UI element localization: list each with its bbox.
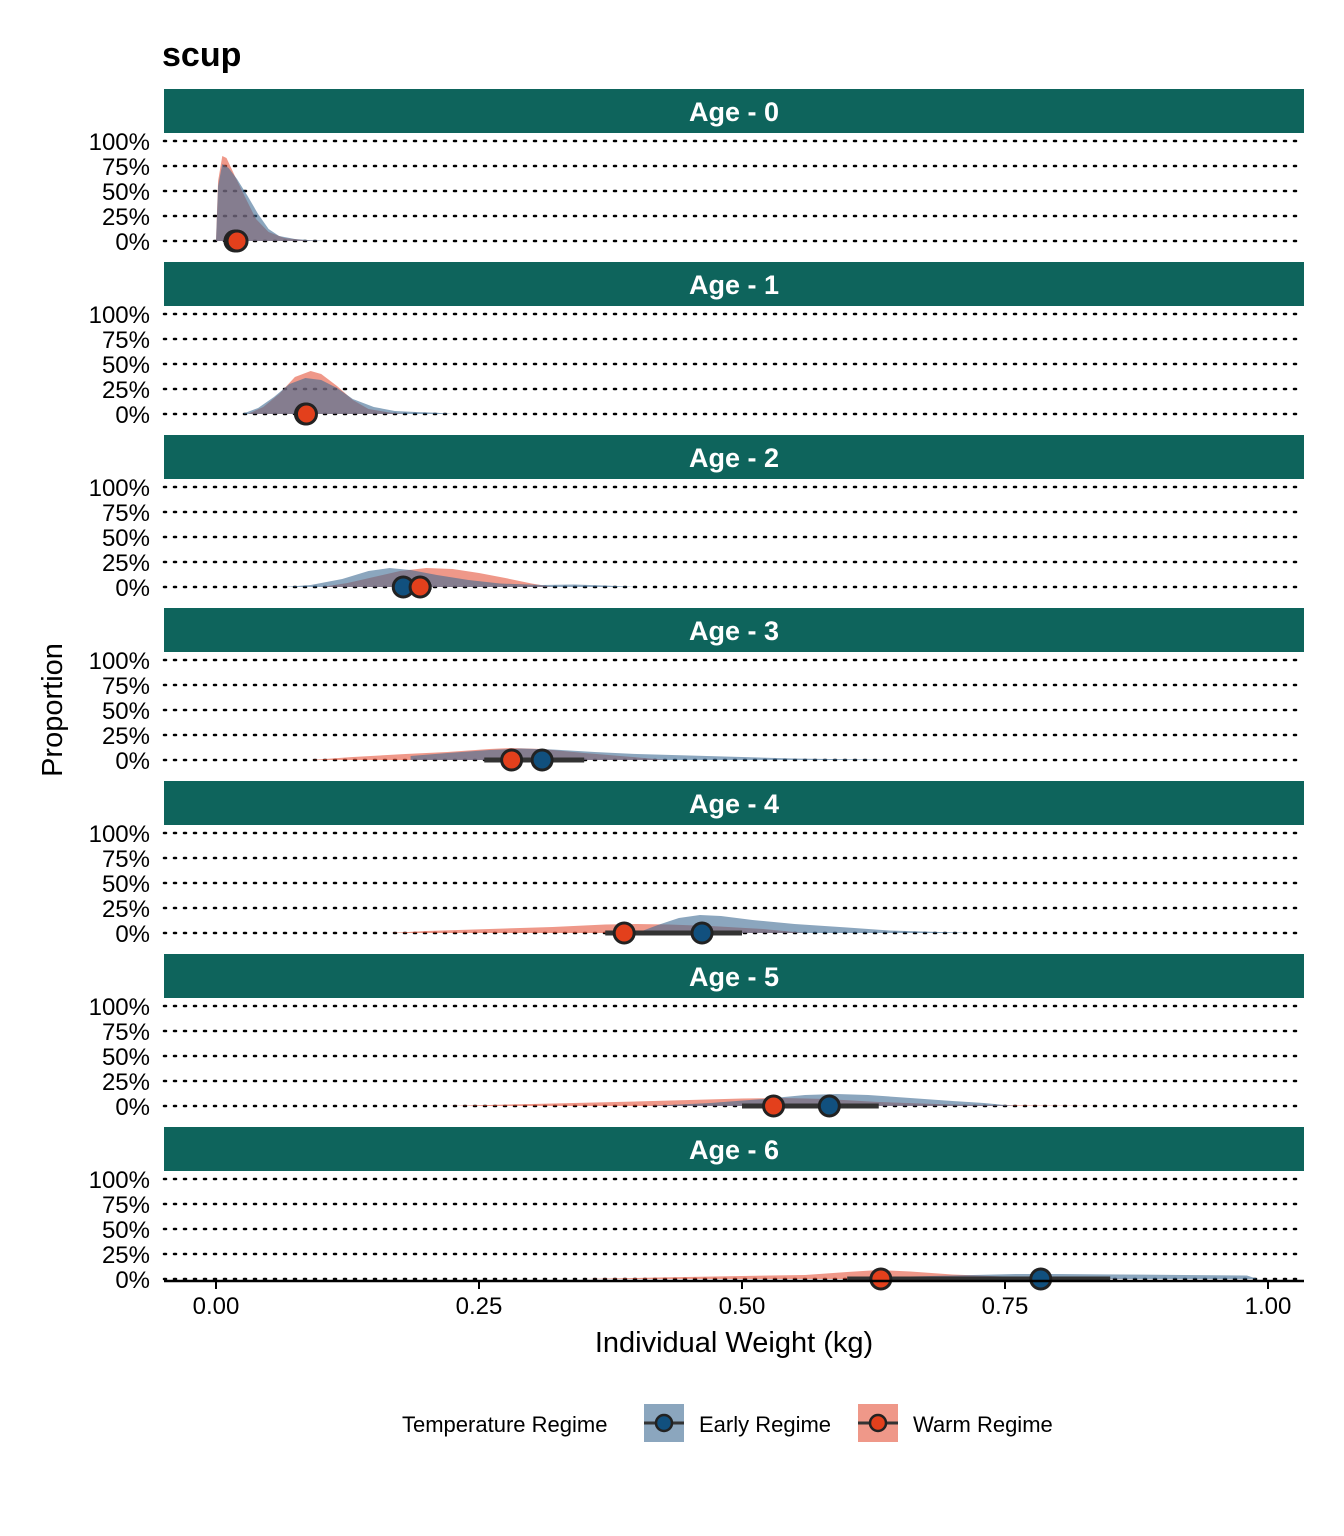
y-tick-label: 50%: [102, 1217, 150, 1244]
legend-key-point: [868, 1413, 888, 1433]
x-tick-label: 1.00: [1245, 1293, 1292, 1320]
y-tick-label: 50%: [102, 1044, 150, 1071]
x-axis-title: Individual Weight (kg): [595, 1327, 873, 1359]
legend-item: Early Regime: [644, 1404, 831, 1442]
y-tick-label: 100%: [89, 648, 150, 675]
facet-strip: [164, 89, 1304, 133]
facet-panel: Age - 4 0%25%50%75%100%: [89, 781, 1306, 948]
facet-panel: Age - 6 0%25%50%75%100%: [89, 1127, 1306, 1294]
x-tick-label: 0.25: [456, 1293, 503, 1320]
y-tick-label: 0%: [115, 1267, 150, 1294]
median-point-warm: [612, 921, 636, 945]
median-point-warm: [225, 229, 249, 253]
facet-strip: [164, 1127, 1304, 1171]
y-tick-label: 100%: [89, 302, 150, 329]
y-tick-label: 0%: [115, 921, 150, 948]
x-tick-label: 0.75: [982, 1293, 1029, 1320]
y-tick-label: 25%: [102, 723, 150, 750]
y-tick-label: 100%: [89, 821, 150, 848]
y-tick-label: 75%: [102, 1192, 150, 1219]
y-axis-title: Proportion: [37, 643, 69, 777]
facet-panels: Age - 00%25%50%75%100%Age - 10%25%50%75%…: [89, 89, 1306, 1294]
y-tick-label: 50%: [102, 871, 150, 898]
y-tick-label: 25%: [102, 204, 150, 231]
legend: Temperature Regime Early Regime Warm Regi…: [402, 1404, 1053, 1442]
facet-strip-label: Age - 2: [689, 443, 779, 473]
y-tick-label: 0%: [115, 402, 150, 429]
y-tick-label: 50%: [102, 179, 150, 206]
x-axis: 0.00 0.25 0.50 0.75 1.00: [164, 1279, 1304, 1320]
y-tick-label: 75%: [102, 846, 150, 873]
density-early: [242, 378, 453, 414]
facet-strip-label: Age - 6: [689, 1135, 779, 1165]
y-tick-label: 50%: [102, 525, 150, 552]
facet-panel: Age - 2 0%25%50%75%100%: [89, 435, 1306, 602]
y-tick-label: 50%: [102, 698, 150, 725]
density-early: [284, 568, 637, 587]
facet-strip: [164, 262, 1304, 306]
facet-strip: [164, 435, 1304, 479]
median-point-warm: [500, 748, 524, 772]
facet-strip-label: Age - 1: [689, 270, 779, 300]
y-tick-label: 100%: [89, 994, 150, 1021]
y-tick-label: 75%: [102, 500, 150, 527]
facet-panel: Age - 3 0%25%50%75%100%: [89, 608, 1306, 775]
median-point-warm: [869, 1267, 893, 1291]
median-point-early: [1029, 1267, 1053, 1291]
y-tick-label: 75%: [102, 154, 150, 181]
median-point-warm: [294, 402, 318, 426]
facet-strip-label: Age - 3: [689, 616, 779, 646]
x-tick-label: 0.00: [193, 1293, 240, 1320]
density-early: [636, 915, 974, 933]
facet-strip: [164, 608, 1304, 652]
y-tick-label: 100%: [89, 1167, 150, 1194]
facet-panel: Age - 1 0%25%50%75%100%: [89, 262, 1306, 429]
facet-strip: [164, 781, 1304, 825]
y-tick-label: 100%: [89, 475, 150, 502]
facet-strip-label: Age - 5: [689, 962, 779, 992]
median-point-warm: [408, 575, 432, 599]
y-tick-label: 75%: [102, 327, 150, 354]
x-tick-label: 0.50: [719, 1293, 766, 1320]
y-tick-label: 25%: [102, 1242, 150, 1269]
legend-label: Early Regime: [699, 1412, 831, 1437]
legend-items: Early Regime Warm Regime: [644, 1404, 1053, 1442]
legend-label: Warm Regime: [913, 1412, 1053, 1437]
median-point-early: [817, 1094, 841, 1118]
density-early: [216, 164, 327, 241]
legend-title: Temperature Regime: [402, 1412, 607, 1437]
y-tick-label: 75%: [102, 1019, 150, 1046]
y-tick-label: 25%: [102, 377, 150, 404]
y-tick-label: 25%: [102, 896, 150, 923]
median-point-early: [530, 748, 554, 772]
legend-item: Warm Regime: [858, 1404, 1053, 1442]
median-point-warm: [762, 1094, 786, 1118]
y-tick-label: 75%: [102, 673, 150, 700]
y-tick-label: 0%: [115, 575, 150, 602]
y-tick-label: 0%: [115, 748, 150, 775]
y-tick-label: 100%: [89, 129, 150, 156]
facet-panel: Age - 0 0%25%50%75%100%: [89, 89, 1306, 256]
legend-key-point: [654, 1413, 674, 1433]
facet-strip: [164, 954, 1304, 998]
chart-title: scup: [162, 36, 241, 74]
facet-strip-label: Age - 0: [689, 97, 779, 127]
y-tick-label: 25%: [102, 1069, 150, 1096]
y-tick-label: 25%: [102, 550, 150, 577]
facet-strip-label: Age - 4: [689, 789, 779, 819]
y-tick-label: 50%: [102, 352, 150, 379]
y-tick-label: 0%: [115, 229, 150, 256]
y-tick-label: 0%: [115, 1094, 150, 1121]
facet-panel: Age - 5 0%25%50%75%100%: [89, 954, 1306, 1121]
median-point-early: [690, 921, 714, 945]
